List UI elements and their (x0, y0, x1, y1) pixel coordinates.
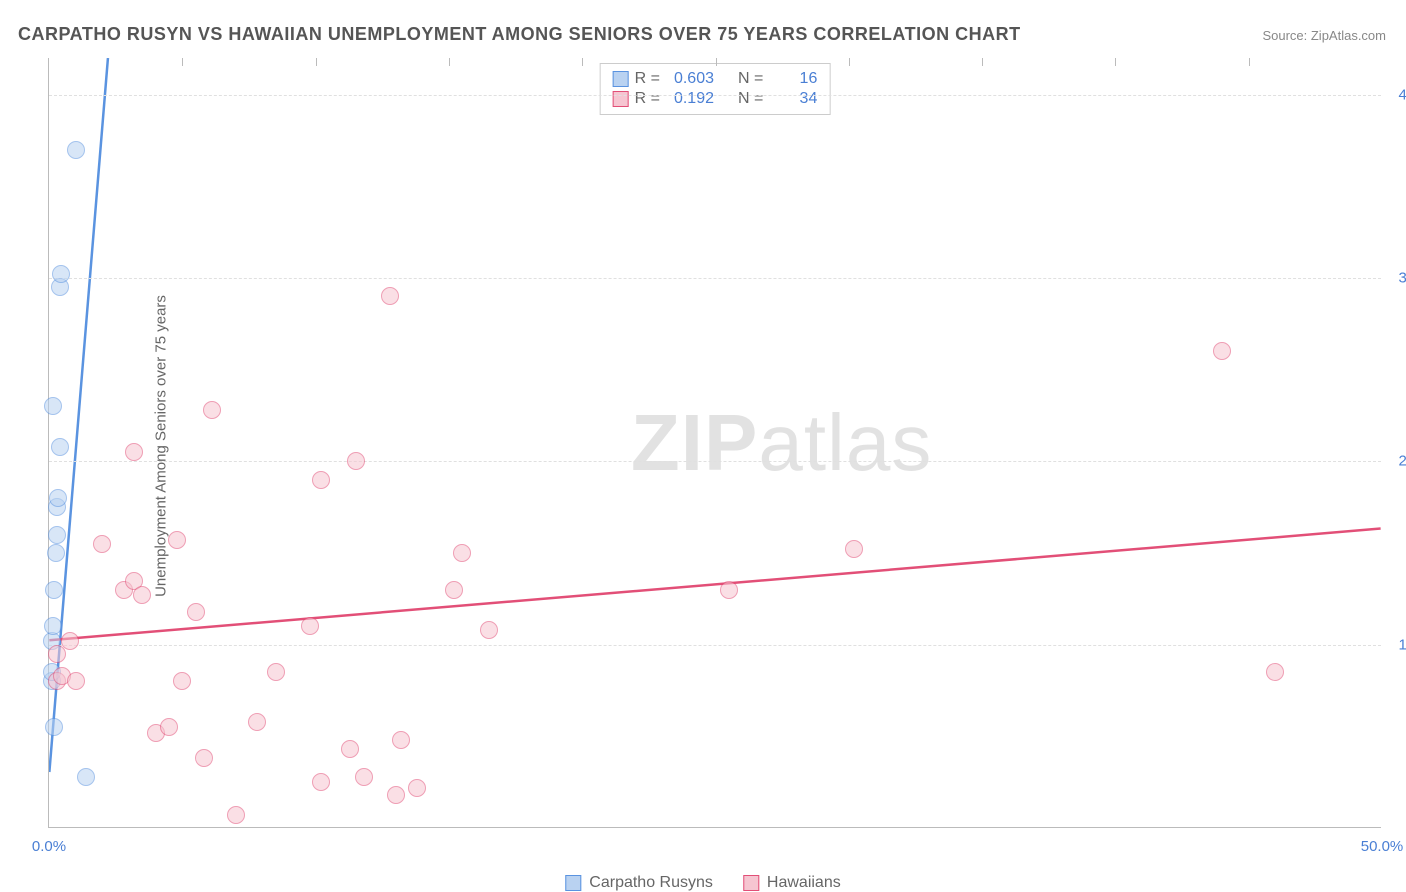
stats-row: R = 0.192 N = 34 (613, 90, 818, 108)
legend-item: Carpatho Rusyns (565, 874, 713, 892)
watermark-light: atlas (758, 398, 932, 487)
scatter-point (355, 768, 373, 786)
x-tick-minor (582, 58, 583, 66)
x-tick-minor (716, 58, 717, 66)
series-legend: Carpatho Rusyns Hawaiians (565, 874, 840, 892)
series-swatch (613, 91, 629, 107)
gridline-h (49, 461, 1381, 462)
scatter-point (44, 397, 62, 415)
stat-n-label: N = (738, 70, 763, 88)
scatter-point (67, 672, 85, 690)
stat-n-label: N = (738, 90, 763, 108)
series-swatch (613, 71, 629, 87)
chart-title: CARPATHO RUSYN VS HAWAIIAN UNEMPLOYMENT … (18, 24, 1021, 45)
scatter-point (49, 489, 67, 507)
stat-r-label: R = (635, 70, 660, 88)
x-tick-label: 0.0% (32, 838, 66, 855)
scatter-point (45, 718, 63, 736)
scatter-point (720, 581, 738, 599)
scatter-point (133, 586, 151, 604)
x-tick-minor (849, 58, 850, 66)
scatter-point (93, 535, 111, 553)
y-tick-label: 10.0% (1386, 636, 1406, 653)
scatter-point (347, 452, 365, 470)
y-tick-label: 40.0% (1386, 86, 1406, 103)
stat-r-value: 0.603 (666, 70, 714, 88)
stat-n-value: 16 (769, 70, 817, 88)
stat-r-label: R = (635, 90, 660, 108)
stat-n-value: 34 (769, 90, 817, 108)
scatter-point (173, 672, 191, 690)
x-tick-minor (1249, 58, 1250, 66)
x-tick-minor (316, 58, 317, 66)
scatter-point (48, 526, 66, 544)
watermark-bold: ZIP (631, 398, 758, 487)
trend-line (49, 529, 1380, 641)
scatter-point (267, 663, 285, 681)
scatter-point (480, 621, 498, 639)
legend-swatch (743, 875, 759, 891)
scatter-point (160, 718, 178, 736)
y-tick-label: 30.0% (1386, 270, 1406, 287)
scatter-point (51, 438, 69, 456)
stat-r-value: 0.192 (666, 90, 714, 108)
scatter-point (1213, 342, 1231, 360)
x-tick-minor (449, 58, 450, 66)
scatter-point (168, 531, 186, 549)
legend-swatch (565, 875, 581, 891)
scatter-point (187, 603, 205, 621)
scatter-point (44, 617, 62, 635)
scatter-point (445, 581, 463, 599)
scatter-point (301, 617, 319, 635)
scatter-point (312, 773, 330, 791)
scatter-point (312, 471, 330, 489)
y-tick-label: 20.0% (1386, 453, 1406, 470)
source-site: ZipAtlas.com (1311, 28, 1386, 43)
scatter-point (845, 540, 863, 558)
legend-label: Carpatho Rusyns (589, 874, 713, 892)
scatter-point (453, 544, 471, 562)
scatter-point (77, 768, 95, 786)
scatter-point (61, 632, 79, 650)
scatter-point (392, 731, 410, 749)
stats-legend-box: R = 0.603 N = 16 R = 0.192 N = 34 (600, 63, 831, 115)
gridline-h (49, 95, 1381, 96)
trend-lines-layer (49, 58, 1381, 827)
scatter-point (1266, 663, 1284, 681)
scatter-point (227, 806, 245, 824)
x-tick-minor (1115, 58, 1116, 66)
scatter-point (45, 581, 63, 599)
scatter-point (341, 740, 359, 758)
legend-label: Hawaiians (767, 874, 841, 892)
legend-item: Hawaiians (743, 874, 841, 892)
scatter-point (203, 401, 221, 419)
scatter-point (125, 443, 143, 461)
source-label: Source: (1262, 28, 1310, 43)
x-tick-label: 50.0% (1361, 838, 1404, 855)
x-tick-minor (182, 58, 183, 66)
stats-row: R = 0.603 N = 16 (613, 70, 818, 88)
scatter-point (47, 544, 65, 562)
scatter-point (387, 786, 405, 804)
scatter-plot-area: ZIPatlas R =0.603N =16R =0.192N =34 10.0… (48, 58, 1381, 828)
scatter-point (52, 265, 70, 283)
scatter-point (195, 749, 213, 767)
gridline-h (49, 278, 1381, 279)
scatter-point (248, 713, 266, 731)
scatter-point (67, 141, 85, 159)
source-credit: Source: ZipAtlas.com (1262, 28, 1386, 43)
x-tick-minor (982, 58, 983, 66)
gridline-h (49, 645, 1381, 646)
scatter-point (408, 779, 426, 797)
watermark: ZIPatlas (631, 397, 932, 489)
scatter-point (381, 287, 399, 305)
